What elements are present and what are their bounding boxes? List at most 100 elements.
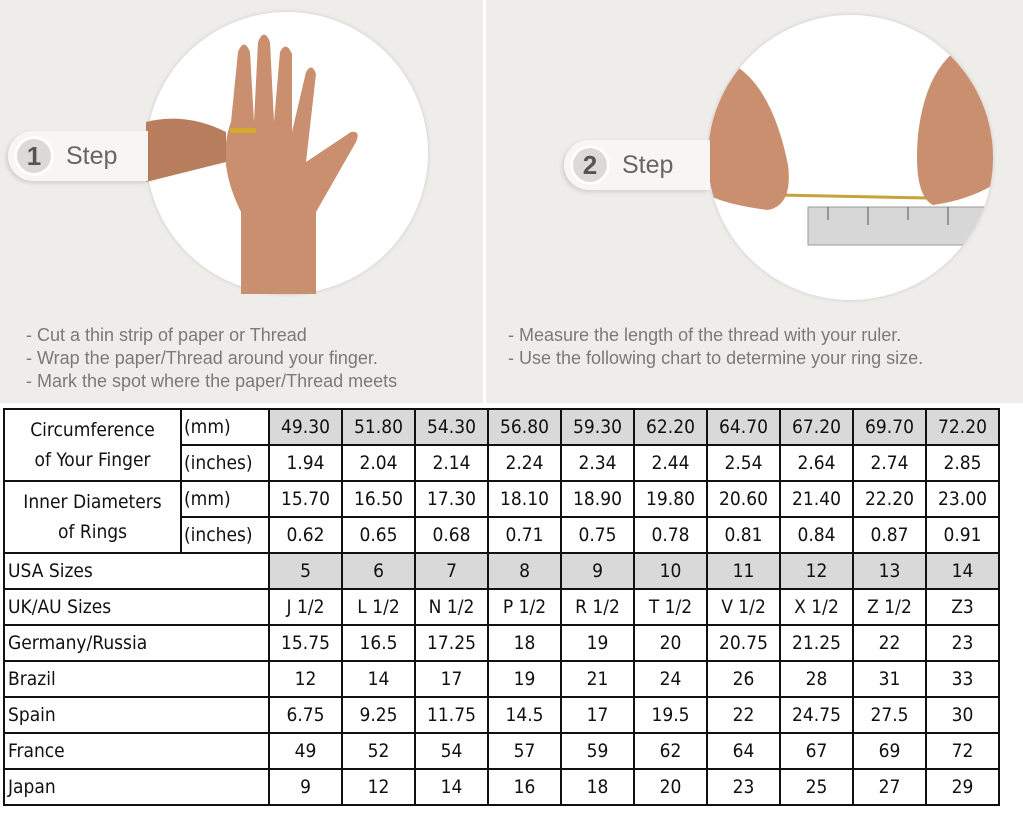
size-cell: 29 bbox=[925, 768, 1000, 806]
size-cell: 19 bbox=[560, 624, 635, 662]
size-row: USA Sizes 5 6 7 8 9 10 11 12 13 14 bbox=[3, 552, 1000, 590]
size-cell: 59 bbox=[560, 732, 635, 770]
size-cell: 67 bbox=[779, 732, 854, 770]
size-cell: 17 bbox=[414, 660, 489, 698]
size-cell: 69.70 bbox=[852, 408, 927, 446]
size-cell: 28 bbox=[779, 660, 854, 698]
instruction-item: - Measure the length of the thread with … bbox=[508, 325, 902, 345]
size-cell: 69 bbox=[852, 732, 927, 770]
size-cell: 17.30 bbox=[414, 480, 489, 518]
size-row: Brazil 12 14 17 19 21 24 26 28 31 33 bbox=[3, 660, 1000, 698]
inner_diameter-mm-row: Inner Diameters of Rings (mm) 15.70 16.50 17.… bbox=[3, 480, 1000, 554]
size-cell: 2.14 bbox=[414, 444, 489, 482]
size-cell: 18 bbox=[560, 768, 635, 806]
inner_diameter-inches-row: (inches) 0.62 0.65 0.68 0.71 0.75 0.78 0.81 0.84… bbox=[4, 516, 1000, 554]
size-cell: 54 bbox=[414, 732, 489, 770]
ruler-measuring-photo bbox=[708, 15, 993, 300]
size-cell: V 1/2 bbox=[706, 588, 781, 626]
circumference-inches-row: (inches) 1.94 2.04 2.14 2.24 2.34 2.44 2.54 2.64… bbox=[4, 444, 1000, 482]
size-cell: 10 bbox=[633, 552, 708, 590]
row-label: Brazil bbox=[3, 660, 270, 698]
size-cell: 0.87 bbox=[852, 516, 927, 554]
size-cell: N 1/2 bbox=[414, 588, 489, 626]
step1-panel: 1 Step - Cut a thin strip of paper or Th… bbox=[0, 0, 483, 403]
size-cell: 14.5 bbox=[487, 696, 562, 734]
size-cell: T 1/2 bbox=[633, 588, 708, 626]
label-line: Circumference bbox=[30, 419, 155, 441]
size-cell: 0.71 bbox=[487, 516, 562, 554]
size-cell: 64.70 bbox=[706, 408, 781, 446]
size-cell: 14 bbox=[925, 552, 1000, 590]
size-cell: 20 bbox=[633, 624, 708, 662]
size-cell: 0.78 bbox=[633, 516, 708, 554]
ruler-icon bbox=[708, 35, 993, 246]
size-cell: 23 bbox=[706, 768, 781, 806]
hand-measuring-photo bbox=[146, 12, 428, 294]
size-cell: Z3 bbox=[925, 588, 1000, 626]
step-label: Step bbox=[622, 150, 674, 179]
size-cell: 1.94 bbox=[268, 444, 343, 482]
size-cell: 20.60 bbox=[706, 480, 781, 518]
row-label: USA Sizes bbox=[3, 552, 270, 590]
size-cell: 16.5 bbox=[341, 624, 416, 662]
size-cell: 2.44 bbox=[633, 444, 708, 482]
size-cell: J 1/2 bbox=[268, 588, 343, 626]
size-cell: 2.34 bbox=[560, 444, 635, 482]
size-cell: 0.65 bbox=[341, 516, 416, 554]
size-cell: L 1/2 bbox=[341, 588, 416, 626]
size-cell: 16.50 bbox=[341, 480, 416, 518]
size-cell: 62.20 bbox=[633, 408, 708, 446]
size-cell: 52 bbox=[341, 732, 416, 770]
size-cell: 13 bbox=[852, 552, 927, 590]
size-cell: 64 bbox=[706, 732, 781, 770]
size-cell: P 1/2 bbox=[487, 588, 562, 626]
size-cell: 18 bbox=[487, 624, 562, 662]
size-cell: 57 bbox=[487, 732, 562, 770]
row-label: Spain bbox=[3, 696, 270, 734]
size-cell: 12 bbox=[779, 552, 854, 590]
size-cell: 27 bbox=[852, 768, 927, 806]
size-cell: 54.30 bbox=[414, 408, 489, 446]
instruction-item: - Wrap the paper/Thread around your fing… bbox=[26, 348, 378, 368]
size-cell: 17.25 bbox=[414, 624, 489, 662]
size-cell: 0.84 bbox=[779, 516, 854, 554]
size-cell: 0.81 bbox=[706, 516, 781, 554]
unit-inches: (inches) bbox=[180, 444, 270, 482]
size-cell: 19.80 bbox=[633, 480, 708, 518]
step2-badge: 2 Step bbox=[564, 140, 710, 190]
size-row: Japan 9 12 14 16 18 20 23 25 27 29 bbox=[3, 768, 1000, 806]
size-cell: 72.20 bbox=[925, 408, 1000, 446]
size-cell: 0.62 bbox=[268, 516, 343, 554]
size-cell: 15.75 bbox=[268, 624, 343, 662]
size-cell: 26 bbox=[706, 660, 781, 698]
size-cell: 8 bbox=[487, 552, 562, 590]
row-label: Germany/Russia bbox=[3, 624, 270, 662]
unit-mm: (mm) bbox=[180, 480, 270, 518]
size-cell: 49 bbox=[268, 732, 343, 770]
size-cell: 12 bbox=[268, 660, 343, 698]
size-cell: 22.20 bbox=[852, 480, 927, 518]
label-line: of Rings bbox=[57, 521, 128, 543]
inner_diameter-label: Inner Diameters of Rings bbox=[3, 480, 182, 554]
size-cell: 22 bbox=[852, 624, 927, 662]
size-cell: 9 bbox=[560, 552, 635, 590]
size-cell: 49.30 bbox=[268, 408, 343, 446]
hand-icon bbox=[146, 34, 358, 294]
size-cell: 18.10 bbox=[487, 480, 562, 518]
size-cell: 23.00 bbox=[925, 480, 1000, 518]
size-cell: 15.70 bbox=[268, 480, 343, 518]
size-cell: 5 bbox=[268, 552, 343, 590]
size-cell: 22 bbox=[706, 696, 781, 734]
size-cell: 21.25 bbox=[779, 624, 854, 662]
step-label: Step bbox=[66, 141, 118, 170]
step2-instructions: - Measure the length of the thread with … bbox=[508, 324, 923, 370]
size-row: UK/AU Sizes J 1/2 L 1/2 N 1/2 P 1/2 R 1/2 T 1/… bbox=[3, 588, 1000, 626]
size-cell: 17 bbox=[560, 696, 635, 734]
size-row: Germany/Russia 15.75 16.5 17.25 18 19 20 20.75 2… bbox=[3, 624, 1000, 662]
size-cell: 19.5 bbox=[633, 696, 708, 734]
size-cell: 9 bbox=[268, 768, 343, 806]
instruction-item: - Mark the spot where the paper/Thread m… bbox=[26, 371, 398, 391]
step-number: 1 bbox=[14, 136, 54, 176]
size-cell: 56.80 bbox=[487, 408, 562, 446]
size-cell: 0.68 bbox=[414, 516, 489, 554]
